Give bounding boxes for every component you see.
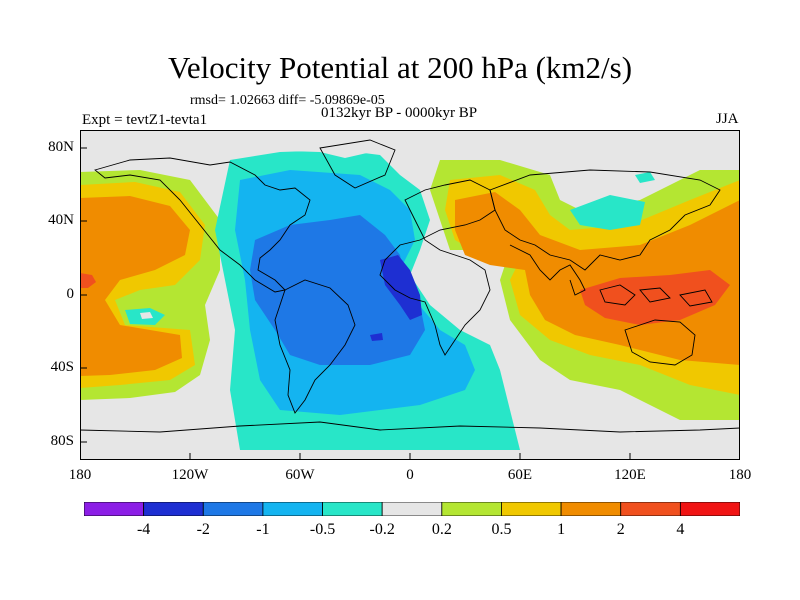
- lat-label-0: 0: [66, 286, 75, 302]
- colorbar-label: 4: [676, 521, 685, 538]
- colorbar-label: 0.2: [431, 521, 452, 538]
- colorbar-swatch: [441, 502, 502, 516]
- arctic-neutral-strip: [255, 130, 430, 170]
- colorbar-swatch: [202, 502, 264, 516]
- lat-label-40n: 40N: [48, 212, 74, 228]
- colorbar-swatches: [84, 502, 740, 516]
- lon-label-120e: 120E: [614, 467, 646, 483]
- experiment-label: Expt = tevtZ1-tevta1: [82, 112, 208, 128]
- colorbar-swatch: [381, 502, 443, 516]
- lon-label-180w: 180: [68, 467, 92, 483]
- colorbar-swatch: [560, 502, 622, 516]
- lon-label-180e: 180: [728, 467, 752, 483]
- indo-pacific-orange-region: [455, 192, 740, 365]
- rmsd-stats: rmsd= 1.02663 diff= -5.09869e-05: [190, 93, 385, 108]
- northeast-asia-cyan-region: [570, 195, 645, 230]
- season-label: JJA: [716, 111, 739, 127]
- arctic-cyan-spot: [635, 172, 655, 183]
- colorbar-label: -2: [196, 521, 210, 538]
- colorbar-swatch: [84, 502, 145, 516]
- colorbar-swatch: [501, 502, 562, 516]
- lon-label-0: 0: [406, 467, 414, 483]
- colorbar: [84, 502, 740, 516]
- colorbar-swatch: [322, 502, 383, 516]
- africa-minimum: [380, 255, 422, 320]
- colorbar-label: -4: [136, 521, 151, 538]
- lat-label-40s: 40S: [50, 359, 74, 375]
- colorbar-label: 1: [557, 521, 566, 538]
- period-label: 0132kyr BP - 0000kyr BP: [321, 105, 478, 121]
- lon-label-120w: 120W: [171, 467, 209, 483]
- colorbar-label: 2: [616, 521, 625, 538]
- colorbar-swatch: [620, 502, 681, 516]
- colorbar-label: -0.5: [309, 521, 336, 538]
- colorbar-swatch: [262, 502, 323, 516]
- axis-ticks: [80, 147, 631, 460]
- lon-label-60e: 60E: [507, 467, 533, 483]
- colorbar-swatch: [143, 502, 204, 516]
- map-canvas: [80, 130, 740, 460]
- colorbar-label: -1: [256, 521, 270, 538]
- colorbar-swatch: [679, 502, 740, 516]
- colorbar-label: 0.5: [491, 521, 512, 538]
- lat-label-80n: 80N: [48, 139, 74, 155]
- lat-label-80s: 80S: [50, 433, 74, 449]
- west-pacific-darkorange-region: [80, 196, 190, 376]
- southern-atlantic-blue-spot: [370, 333, 383, 341]
- atlantic-core-region: [250, 215, 425, 365]
- pacific-light-spot: [140, 312, 153, 319]
- coastlines: [80, 139, 740, 433]
- plot-title: Velocity Potential at 200 hPa (km2/s): [167, 50, 633, 85]
- colorbar-label: -0.2: [369, 521, 395, 538]
- velocity-potential-map: [80, 130, 740, 460]
- maritime-continent-maximum: [580, 270, 730, 325]
- east-pacific-red-spot: [80, 273, 96, 288]
- lon-label-60w: 60W: [285, 467, 315, 483]
